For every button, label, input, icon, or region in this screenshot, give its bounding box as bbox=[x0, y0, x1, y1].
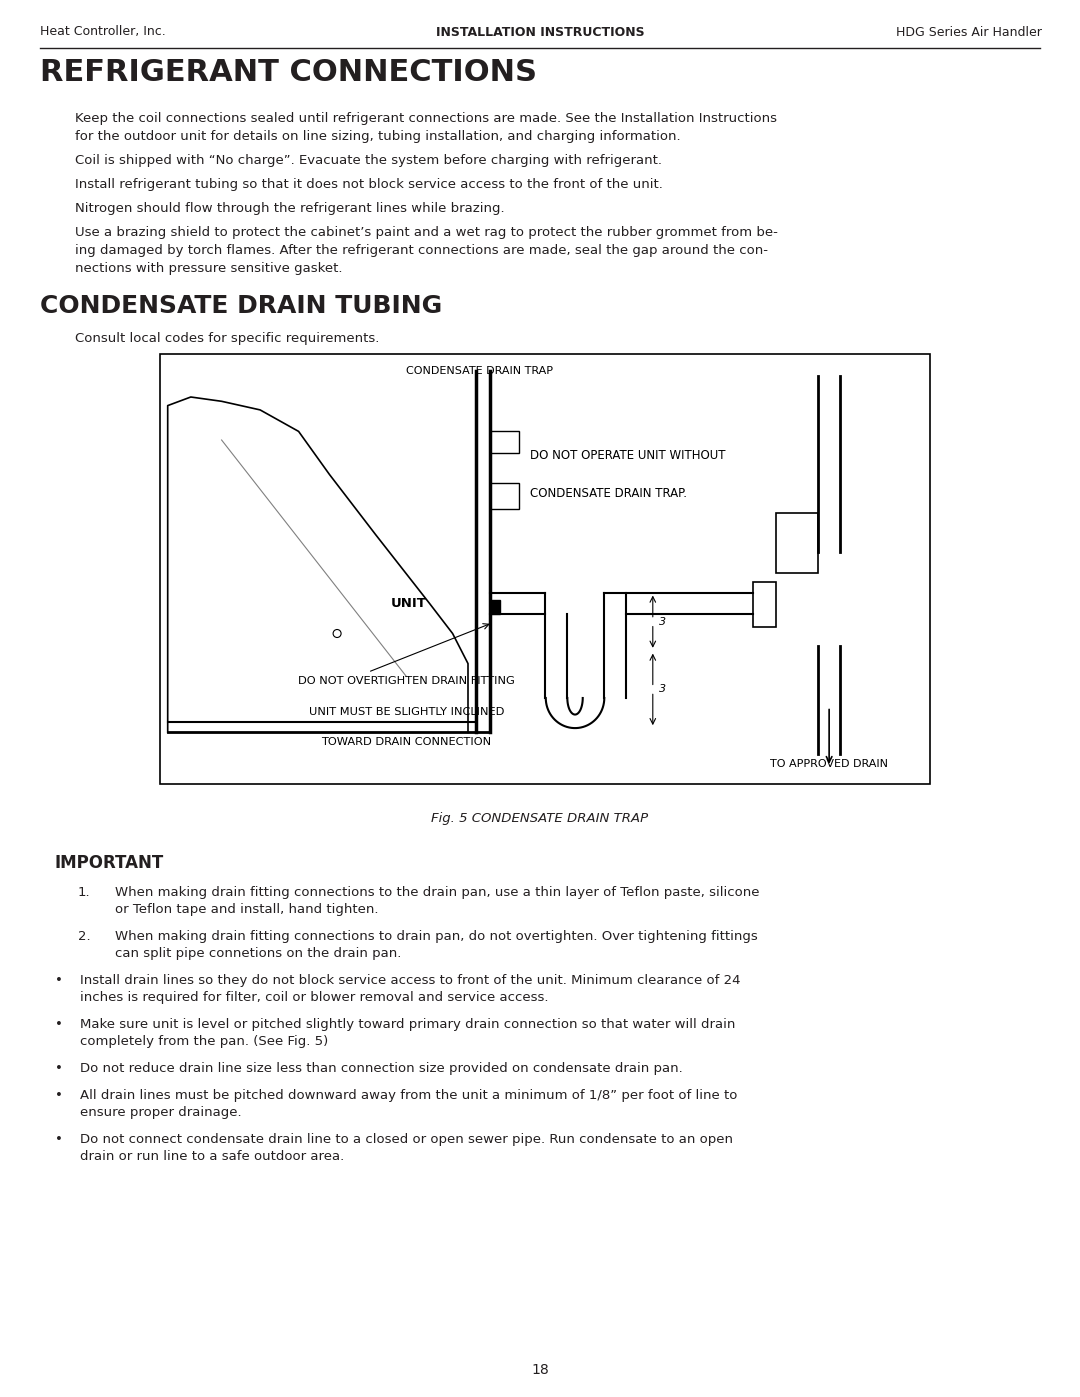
Text: UNIT MUST BE SLIGHTLY INCLINED: UNIT MUST BE SLIGHTLY INCLINED bbox=[309, 707, 504, 717]
Bar bbox=[489, 601, 500, 615]
Text: nections with pressure sensitive gasket.: nections with pressure sensitive gasket. bbox=[75, 263, 342, 275]
Text: Nitrogen should flow through the refrigerant lines while brazing.: Nitrogen should flow through the refrige… bbox=[75, 203, 504, 215]
Text: CONDENSATE DRAIN TRAP: CONDENSATE DRAIN TRAP bbox=[406, 366, 553, 376]
Text: ensure proper drainage.: ensure proper drainage. bbox=[80, 1106, 242, 1119]
Text: DO NOT OPERATE UNIT WITHOUT: DO NOT OPERATE UNIT WITHOUT bbox=[529, 448, 725, 461]
Text: TOWARD DRAIN CONNECTION: TOWARD DRAIN CONNECTION bbox=[322, 736, 491, 747]
Text: 18: 18 bbox=[531, 1363, 549, 1377]
Text: TO APPROVED DRAIN: TO APPROVED DRAIN bbox=[770, 759, 888, 768]
Text: Coil is shipped with “No charge”. Evacuate the system before charging with refri: Coil is shipped with “No charge”. Evacua… bbox=[75, 154, 662, 168]
Bar bbox=[489, 432, 518, 454]
Bar bbox=[160, 353, 930, 784]
Text: When making drain fitting connections to the drain pan, use a thin layer of Tefl: When making drain fitting connections to… bbox=[114, 886, 759, 900]
Text: Keep the coil connections sealed until refrigerant connections are made. See the: Keep the coil connections sealed until r… bbox=[75, 112, 777, 124]
Text: UNIT: UNIT bbox=[391, 597, 427, 610]
Text: •: • bbox=[55, 1090, 63, 1102]
Text: completely from the pan. (See Fig. 5): completely from the pan. (See Fig. 5) bbox=[80, 1035, 328, 1048]
Text: CONDENSATE DRAIN TUBING: CONDENSATE DRAIN TUBING bbox=[40, 293, 442, 319]
Text: Do not connect condensate drain line to a closed or open sewer pipe. Run condens: Do not connect condensate drain line to … bbox=[80, 1133, 733, 1146]
Text: Use a brazing shield to protect the cabinet’s paint and a wet rag to protect the: Use a brazing shield to protect the cabi… bbox=[75, 226, 778, 239]
Text: for the outdoor unit for details on line sizing, tubing installation, and chargi: for the outdoor unit for details on line… bbox=[75, 130, 680, 142]
Text: Fig. 5 CONDENSATE DRAIN TRAP: Fig. 5 CONDENSATE DRAIN TRAP bbox=[431, 812, 649, 826]
Text: HDG Series Air Handler: HDG Series Air Handler bbox=[896, 25, 1042, 39]
Text: INSTALLATION INSTRUCTIONS: INSTALLATION INSTRUCTIONS bbox=[435, 25, 645, 39]
Text: •: • bbox=[55, 1018, 63, 1031]
Bar bbox=[753, 583, 777, 627]
Text: IMPORTANT: IMPORTANT bbox=[55, 854, 164, 872]
Text: •: • bbox=[55, 1133, 63, 1146]
Text: Do not reduce drain line size less than connection size provided on condensate d: Do not reduce drain line size less than … bbox=[80, 1062, 683, 1076]
Text: REFRIGERANT CONNECTIONS: REFRIGERANT CONNECTIONS bbox=[40, 59, 537, 87]
Text: inches is required for filter, coil or blower removal and service access.: inches is required for filter, coil or b… bbox=[80, 990, 549, 1004]
Text: All drain lines must be pitched downward away from the unit a minimum of 1/8” pe: All drain lines must be pitched downward… bbox=[80, 1090, 738, 1102]
Bar bbox=[777, 513, 819, 573]
Text: Make sure unit is level or pitched slightly toward primary drain connection so t: Make sure unit is level or pitched sligh… bbox=[80, 1018, 735, 1031]
Text: Consult local codes for specific requirements.: Consult local codes for specific require… bbox=[75, 332, 379, 345]
Text: or Teflon tape and install, hand tighten.: or Teflon tape and install, hand tighten… bbox=[114, 902, 378, 916]
Bar bbox=[489, 483, 518, 509]
Text: 3: 3 bbox=[659, 685, 666, 694]
Text: 1.: 1. bbox=[78, 886, 91, 900]
Text: •: • bbox=[55, 974, 63, 988]
Text: CONDENSATE DRAIN TRAP.: CONDENSATE DRAIN TRAP. bbox=[529, 488, 687, 500]
Text: 3: 3 bbox=[659, 616, 666, 627]
Text: Install drain lines so they do not block service access to front of the unit. Mi: Install drain lines so they do not block… bbox=[80, 974, 741, 988]
Text: drain or run line to a safe outdoor area.: drain or run line to a safe outdoor area… bbox=[80, 1150, 345, 1162]
Text: 2.: 2. bbox=[78, 930, 91, 943]
Text: •: • bbox=[55, 1062, 63, 1076]
Text: ing damaged by torch flames. After the refrigerant connections are made, seal th: ing damaged by torch flames. After the r… bbox=[75, 244, 768, 257]
Text: can split pipe connetions on the drain pan.: can split pipe connetions on the drain p… bbox=[114, 947, 402, 960]
Text: Install refrigerant tubing so that it does not block service access to the front: Install refrigerant tubing so that it do… bbox=[75, 177, 663, 191]
Text: Heat Controller, Inc.: Heat Controller, Inc. bbox=[40, 25, 165, 39]
Text: When making drain fitting connections to drain pan, do not overtighten. Over tig: When making drain fitting connections to… bbox=[114, 930, 758, 943]
Text: DO NOT OVERTIGHTEN DRAIN FITTING: DO NOT OVERTIGHTEN DRAIN FITTING bbox=[298, 676, 515, 686]
